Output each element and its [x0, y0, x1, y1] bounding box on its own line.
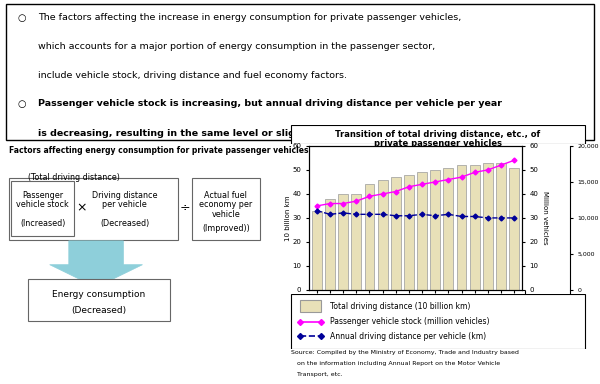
Text: economy per: economy per [199, 200, 253, 209]
Text: Passenger vehicle stock (million vehicles): Passenger vehicle stock (million vehicle… [330, 317, 490, 326]
FancyBboxPatch shape [6, 4, 594, 140]
Text: (Decreased): (Decreased) [100, 219, 149, 228]
Text: on the information including Annual Report on the Motor Vehicle: on the information including Annual Repo… [291, 361, 500, 366]
Y-axis label: 10 billion km: 10 billion km [285, 195, 291, 241]
Text: (Decreased): (Decreased) [71, 306, 127, 315]
Text: ÷: ÷ [179, 201, 190, 214]
FancyBboxPatch shape [291, 294, 585, 349]
Text: Actual fuel: Actual fuel [205, 191, 247, 200]
Text: Passenger: Passenger [22, 191, 64, 200]
Bar [417, 172, 427, 290]
Text: Driving distance: Driving distance [92, 191, 158, 200]
Bar [457, 165, 466, 290]
Text: private passenger vehicles: private passenger vehicles [374, 139, 502, 147]
Bar [312, 211, 322, 290]
Bar [404, 175, 414, 290]
Bar [470, 165, 479, 290]
Text: which accounts for a major portion of energy consumption in the passenger sector: which accounts for a major portion of en… [38, 42, 436, 51]
Text: vehicle stock: vehicle stock [16, 200, 69, 209]
Bar [338, 194, 348, 290]
X-axis label: FY: FY [411, 317, 420, 326]
Text: include vehicle stock, driving distance and fuel economy factors.: include vehicle stock, driving distance … [38, 71, 347, 79]
Bar [325, 199, 335, 290]
Bar [352, 194, 361, 290]
Bar [391, 177, 401, 290]
Text: Annual driving distance per vehicle (km): Annual driving distance per vehicle (km) [330, 331, 486, 341]
Text: Passenger vehicle stock is increasing, but annual driving distance per vehicle p: Passenger vehicle stock is increasing, b… [38, 99, 502, 108]
Text: Total driving distance (10 billion km): Total driving distance (10 billion km) [330, 301, 470, 311]
Text: Factors affecting energy consumption for private passenger vehicles: Factors affecting energy consumption for… [9, 146, 308, 155]
Text: is decreasing, resulting in the same level or slight decrease in total driving d: is decreasing, resulting in the same lev… [38, 129, 493, 138]
FancyBboxPatch shape [11, 181, 74, 236]
Text: per vehicle: per vehicle [103, 200, 147, 209]
FancyBboxPatch shape [291, 125, 585, 144]
Bar [509, 167, 519, 290]
Text: (Increased): (Increased) [20, 219, 65, 228]
Text: ○: ○ [18, 99, 26, 109]
Text: The factors affecting the increase in energy consumption for private passenger v: The factors affecting the increase in en… [38, 13, 461, 22]
Text: (Total driving distance): (Total driving distance) [28, 173, 120, 182]
Bar [483, 163, 493, 290]
Text: Source: Compiled by the Ministry of Economy, Trade and Industry based: Source: Compiled by the Ministry of Econ… [291, 350, 519, 355]
FancyBboxPatch shape [191, 178, 260, 240]
Text: vehicle: vehicle [211, 210, 240, 219]
Bar [377, 180, 388, 290]
Polygon shape [50, 241, 143, 287]
Text: ○: ○ [18, 13, 26, 23]
Bar [430, 170, 440, 290]
Bar [443, 167, 454, 290]
Bar [496, 163, 506, 290]
Text: Transition of total driving distance, etc., of: Transition of total driving distance, et… [335, 129, 541, 139]
Bar [300, 300, 321, 311]
FancyBboxPatch shape [28, 279, 170, 321]
Text: ×: × [76, 201, 86, 214]
Text: Transport, etc.: Transport, etc. [291, 372, 343, 377]
Text: Energy consumption: Energy consumption [52, 290, 145, 299]
Y-axis label: Million vehicles: Million vehicles [542, 191, 548, 245]
Text: (Improved)): (Improved)) [202, 224, 250, 233]
Bar [365, 184, 374, 290]
